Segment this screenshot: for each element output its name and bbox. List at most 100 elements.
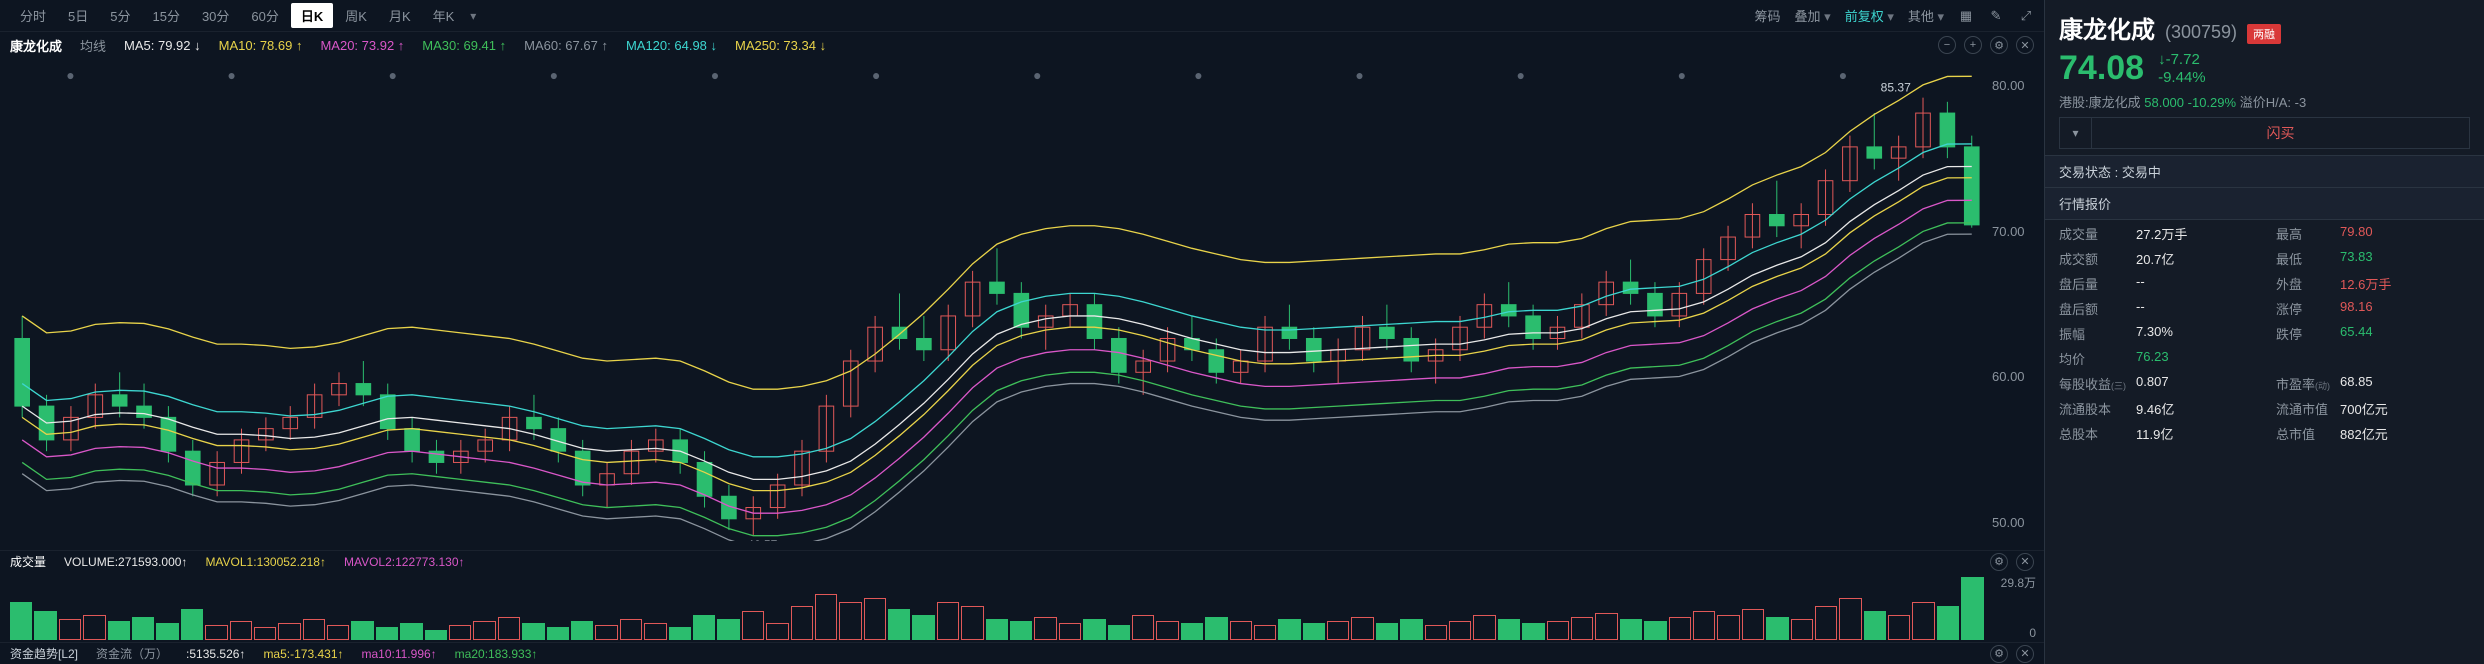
quote-section-title: 行情报价 [2045,188,2484,220]
timeframe-60分[interactable]: 60分 [241,3,288,28]
other-button[interactable]: 其他 ▾ [1908,6,1944,25]
volume-bar [1083,619,1105,640]
volume-bar [376,627,398,640]
volume-bar [937,602,959,640]
volume-bar [1888,615,1910,640]
hk-price: 58.000 [2144,95,2184,110]
price-change-pct: -9.44% [2158,69,2206,87]
panel-stock-code: (300759) [2165,22,2237,43]
quote-key: 涨停 [2276,299,2330,318]
grid-icon[interactable]: ▦ [1958,8,1974,24]
volume-bar [766,623,788,640]
volume-bar [644,623,666,640]
volume-bar [230,621,252,640]
quote-key: 流通市值 [2276,399,2330,418]
quote-key: 流通股本 [2059,399,2126,418]
volume-bar [961,606,983,640]
timeframe-日K[interactable]: 日K [291,3,333,28]
volume-title: 成交量 [10,553,46,570]
ytick: 70.00 [1992,224,2036,239]
vol-volume: VOLUME:271593.000↑ [64,555,187,569]
quote-value: 79.80 [2340,224,2470,243]
timeframe-more-icon[interactable]: ▾ [466,9,480,23]
zoom-in-icon[interactable]: + [1964,36,1982,54]
panel-stock-name: 康龙化成 [2059,10,2155,45]
volume-bar [1278,619,1300,640]
volume-bar [912,615,934,640]
quote-value: 700亿元 [2340,399,2470,418]
fund-title: 资金趋势[L2] [10,645,78,662]
volume-bar [1717,615,1739,640]
quote-key: 成交额 [2059,249,2126,268]
timeframe-5日[interactable]: 5日 [58,3,98,28]
volume-bar [595,625,617,640]
chips-button[interactable]: 筹码 [1755,6,1781,25]
volume-chart[interactable]: 29.8万 0 [0,572,2044,642]
volume-bar [1034,617,1056,640]
quote-value: 11.9亿 [2136,424,2266,443]
quote-value: 9.46亿 [2136,399,2266,418]
volume-bar [278,623,300,640]
ma-ma250: MA250: 73.34 ↓ [735,38,826,53]
timeframe-5分[interactable]: 5分 [100,3,140,28]
timeframe-年K[interactable]: 年K [423,3,465,28]
price-change: ↓-7.72 [2158,51,2206,69]
volume-bar [1644,621,1666,640]
premium-value: -3 [2295,95,2307,110]
quote-key: 盘后额 [2059,299,2126,318]
timeframe-分时[interactable]: 分时 [10,3,56,28]
ma-ma120: MA120: 64.98 ↓ [626,38,717,53]
adjust-button[interactable]: 前复权 ▾ [1845,6,1894,25]
volume-bar [1912,602,1934,640]
premium-label: 溢价H/A: [2240,95,2291,110]
last-price: 74.08 [2059,49,2144,88]
volume-bar [1327,621,1349,640]
timeframe-30分[interactable]: 30分 [192,3,239,28]
candlestick-chart[interactable]: 80.0070.0060.0050.00 85.3746.57 [0,58,2044,550]
volume-bar [1620,619,1642,640]
volume-bar [717,619,739,640]
volume-bar [547,627,569,640]
quote-key: 市盈率(动) [2276,374,2330,393]
gear-icon[interactable]: ⚙ [1990,36,2008,54]
close-icon[interactable]: ✕ [2016,36,2034,54]
volume-bar [742,611,764,640]
timeframe-月K[interactable]: 月K [379,3,421,28]
ytick: 80.00 [1992,78,2036,93]
volume-bar [815,594,837,640]
volume-bar [1693,611,1715,640]
quote-key: 跌停 [2276,324,2330,343]
svg-text:46.57: 46.57 [747,538,778,541]
expand-icon[interactable]: ⤢ [2018,8,2034,24]
quote-key: 最高 [2276,224,2330,243]
quote-key: 每股收益(三) [2059,374,2126,393]
volume-bar [839,602,861,640]
zoom-out-icon[interactable]: − [1938,36,1956,54]
quote-value: 65.44 [2340,324,2470,343]
timeframe-周K[interactable]: 周K [335,3,377,28]
volume-bar [1815,606,1837,640]
quote-key: 盘后量 [2059,274,2126,293]
flash-dropdown-icon[interactable]: ▾ [2060,118,2092,148]
quote-key: 最低 [2276,249,2330,268]
volume-bar [1839,598,1861,640]
volume-header: 成交量 VOLUME:271593.000↑MAVOL1:130052.218↑… [0,550,2044,572]
volume-bar [986,619,1008,640]
flash-buy-button[interactable]: 闪买 [2092,118,2469,148]
close-icon[interactable]: ✕ [2016,645,2034,663]
volume-bar [1059,623,1081,640]
brush-icon[interactable]: ✎ [1988,8,2004,24]
ma-ma5: MA5: 79.92 ↓ [124,38,201,53]
gear-icon[interactable]: ⚙ [1990,645,2008,663]
ma-ma30: MA30: 69.41 ↑ [422,38,506,53]
close-icon[interactable]: ✕ [2016,553,2034,571]
volume-bar [1010,621,1032,640]
gear-icon[interactable]: ⚙ [1990,553,2008,571]
volume-bar [1498,619,1520,640]
volume-bar [303,619,325,640]
volume-bar [34,611,56,640]
quote-value: 27.2万手 [2136,224,2266,243]
volume-bar [1766,617,1788,640]
overlay-button[interactable]: 叠加 ▾ [1795,6,1831,25]
timeframe-15分[interactable]: 15分 [142,3,189,28]
